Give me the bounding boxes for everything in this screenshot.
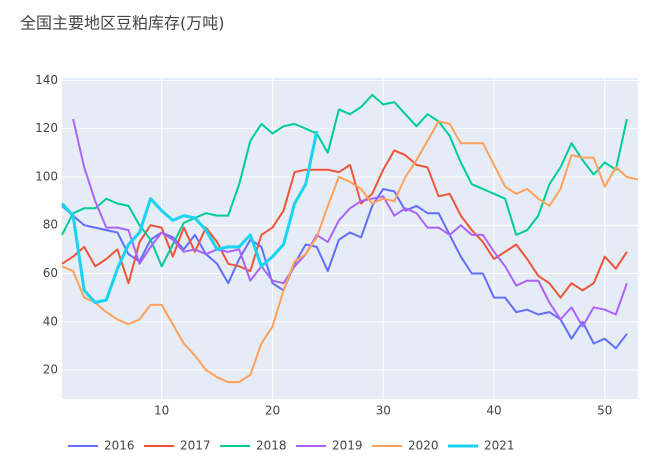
y-tick-label: 20 (43, 363, 58, 377)
legend-label: 2021 (484, 439, 515, 453)
legend-label: 2018 (256, 439, 287, 453)
y-tick-label: 120 (35, 121, 58, 135)
x-tick-label: 40 (486, 404, 501, 418)
x-tick-label: 50 (597, 404, 612, 418)
series-line (61, 149, 628, 299)
series-line (60, 130, 319, 304)
series-line (72, 118, 628, 328)
series-line (61, 188, 628, 350)
legend-label: 2016 (104, 439, 135, 453)
x-tick-label: 20 (265, 404, 280, 418)
y-tick-label: 40 (43, 314, 58, 328)
y-tick-label: 100 (35, 169, 58, 183)
y-tick-label: 80 (43, 218, 58, 232)
legend-label: 2017 (180, 439, 211, 453)
series-line (61, 120, 639, 384)
chart-title: 全国主要地区豆粕库存(万吨) (20, 14, 225, 33)
plot-area (62, 78, 638, 399)
legend-label: 2019 (332, 439, 363, 453)
x-tick-label: 10 (154, 404, 169, 418)
series-line (61, 93, 628, 268)
legend-label: 2020 (408, 439, 439, 453)
y-tick-label: 140 (35, 73, 58, 87)
y-tick-label: 60 (43, 266, 58, 280)
x-tick-label: 30 (376, 404, 391, 418)
